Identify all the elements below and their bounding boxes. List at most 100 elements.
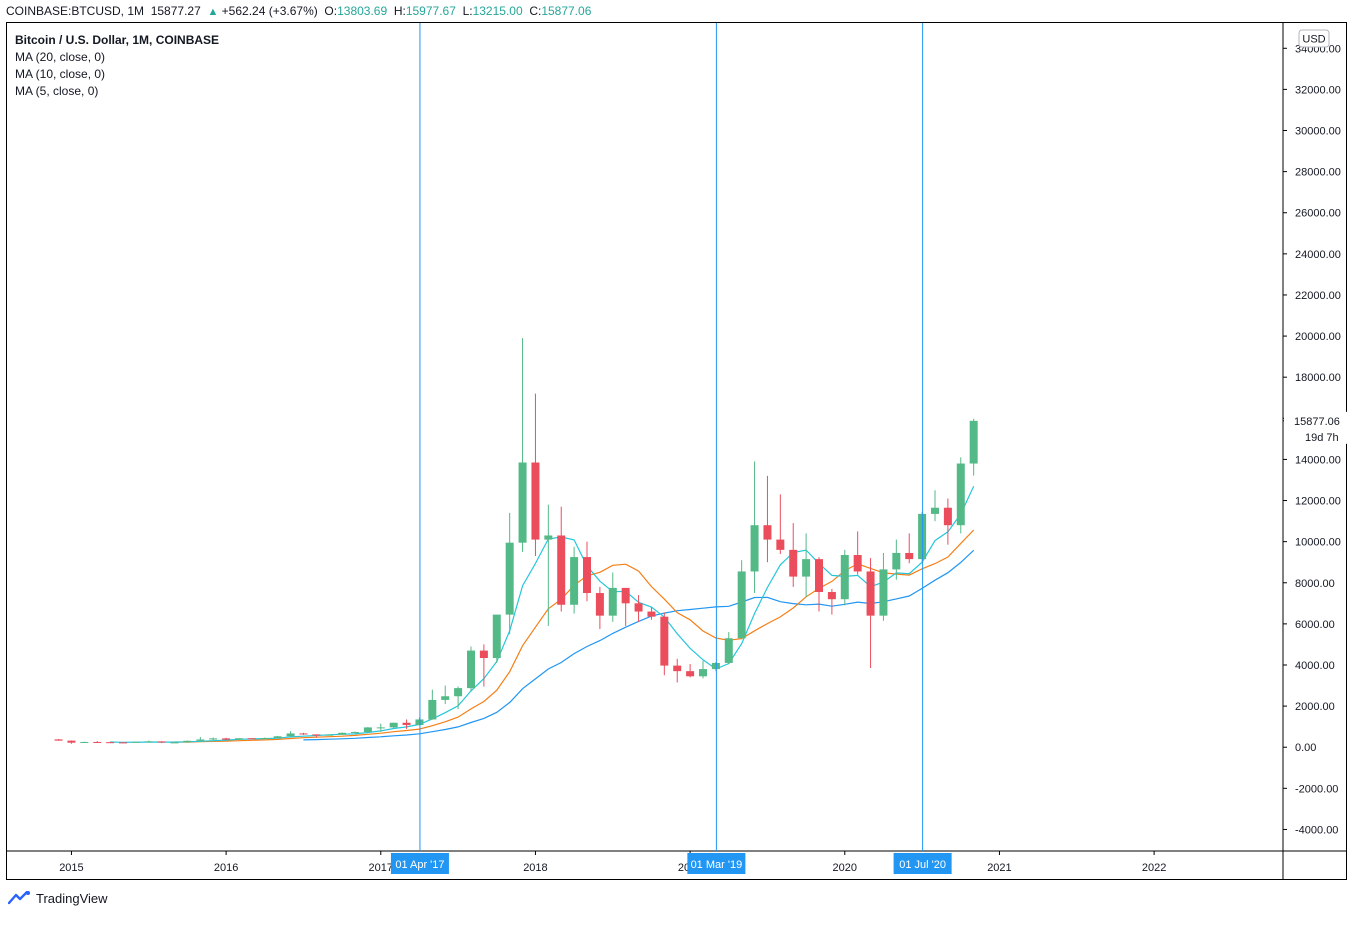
legend-ma10[interactable]: MA (10, close, 0) (15, 67, 106, 81)
candle (351, 731, 359, 734)
currency-badge (1298, 29, 1330, 48)
candle (286, 731, 295, 737)
candle (905, 533, 914, 564)
price-chart[interactable]: 34000.0032000.0030000.0028000.0026000.00… (0, 0, 1353, 880)
candle-body (402, 722, 411, 726)
candle (531, 393, 540, 557)
legend-ma20[interactable]: MA (20, close, 0) (15, 50, 106, 64)
candle-body (273, 736, 282, 739)
candle (647, 607, 656, 620)
candle (106, 741, 115, 744)
chart-frame[interactable] (6, 22, 1347, 880)
candle-body (131, 741, 140, 743)
candle-body (931, 507, 939, 514)
candle-body (595, 593, 604, 616)
candle-body (621, 587, 630, 604)
candle-body (54, 739, 63, 741)
y-tick-label: 6000.00 (1295, 619, 1335, 631)
y-tick-label: 8000.00 (1295, 578, 1335, 590)
candle (595, 586, 604, 630)
candle-body (106, 742, 115, 744)
candle (827, 588, 836, 615)
y-tick-label: 12000.00 (1295, 496, 1341, 508)
candle-body (505, 542, 514, 615)
candle (467, 646, 475, 692)
candle (479, 644, 488, 687)
candle-body (827, 592, 836, 600)
candle (969, 418, 978, 476)
candle (209, 737, 218, 741)
candle-body (428, 699, 437, 720)
candle-body (351, 731, 359, 733)
high-value: 15977.67 (405, 4, 456, 18)
candle-body (518, 462, 527, 543)
candle-body (209, 738, 218, 740)
candle (428, 689, 437, 720)
candle-body (711, 662, 720, 670)
candle (183, 740, 192, 743)
candle (235, 738, 243, 740)
candle-body (389, 722, 398, 728)
x-tick-label: 2021 (987, 862, 1011, 874)
legend-ma5[interactable]: MA (5, close, 0) (15, 84, 99, 98)
price-change: +562.24 (+3.67%) (221, 4, 318, 18)
y-tick-label: 28000.00 (1295, 167, 1341, 179)
candle-body (196, 739, 205, 741)
candle-body (583, 557, 591, 594)
x-tick-label: 2015 (59, 862, 83, 874)
candle (853, 531, 862, 575)
candle (634, 595, 643, 622)
vertical-marker-label: 01 Apr '17 (395, 859, 444, 871)
x-tick-label: 2018 (523, 862, 547, 874)
footer-branding[interactable]: TradingView (8, 889, 108, 907)
y-tick-label: 20000.00 (1295, 331, 1341, 343)
candle-body (157, 741, 166, 743)
candle (737, 560, 746, 640)
vertical-marker-badge (390, 853, 449, 874)
x-tick-label: 2017 (369, 862, 393, 874)
candle (557, 506, 566, 612)
candle (222, 737, 231, 741)
y-tick-label: 10000.00 (1295, 537, 1341, 549)
close-value: 15877.06 (541, 4, 592, 18)
currency-badge-label: USD (1302, 34, 1325, 46)
candle (943, 498, 952, 545)
candle (686, 663, 695, 678)
candle-body (750, 525, 759, 572)
open-value: 13803.69 (337, 4, 388, 18)
candle-body (235, 738, 243, 740)
candle-body (647, 611, 656, 617)
candle (312, 734, 321, 738)
y-tick-label: 30000.00 (1295, 126, 1341, 138)
candle-body (686, 671, 695, 677)
candle-body (763, 525, 772, 540)
up-arrow-icon: ▲ (207, 6, 219, 18)
close-label: C: (529, 4, 542, 18)
candle (119, 742, 127, 744)
y-tick-label: 18000.00 (1295, 372, 1341, 384)
candle (879, 552, 888, 621)
y-tick-label: -4000.00 (1295, 824, 1338, 836)
candle-body (789, 549, 798, 577)
candle-body (544, 535, 553, 540)
candle-body (479, 650, 488, 658)
y-tick-label: 32000.00 (1295, 84, 1341, 96)
candle (840, 549, 849, 606)
candle (144, 740, 153, 743)
candle-body (144, 741, 153, 743)
candle-body (376, 727, 385, 729)
candle-body (363, 727, 372, 732)
y-tick-label: 2000.00 (1295, 701, 1335, 713)
candle-body (93, 741, 102, 743)
ma5-line (110, 485, 975, 743)
high-label: H: (393, 4, 406, 18)
symbol-label: COINBASE:BTCUSD, 1M (6, 4, 145, 18)
candle (273, 735, 282, 739)
candle (338, 732, 347, 735)
low-value: 13215.00 (472, 4, 523, 18)
vertical-marker-badge (893, 853, 952, 874)
candle (54, 738, 63, 741)
last-price-label: 15877.06 (1294, 416, 1340, 428)
candle (763, 475, 772, 563)
candle (518, 338, 527, 552)
